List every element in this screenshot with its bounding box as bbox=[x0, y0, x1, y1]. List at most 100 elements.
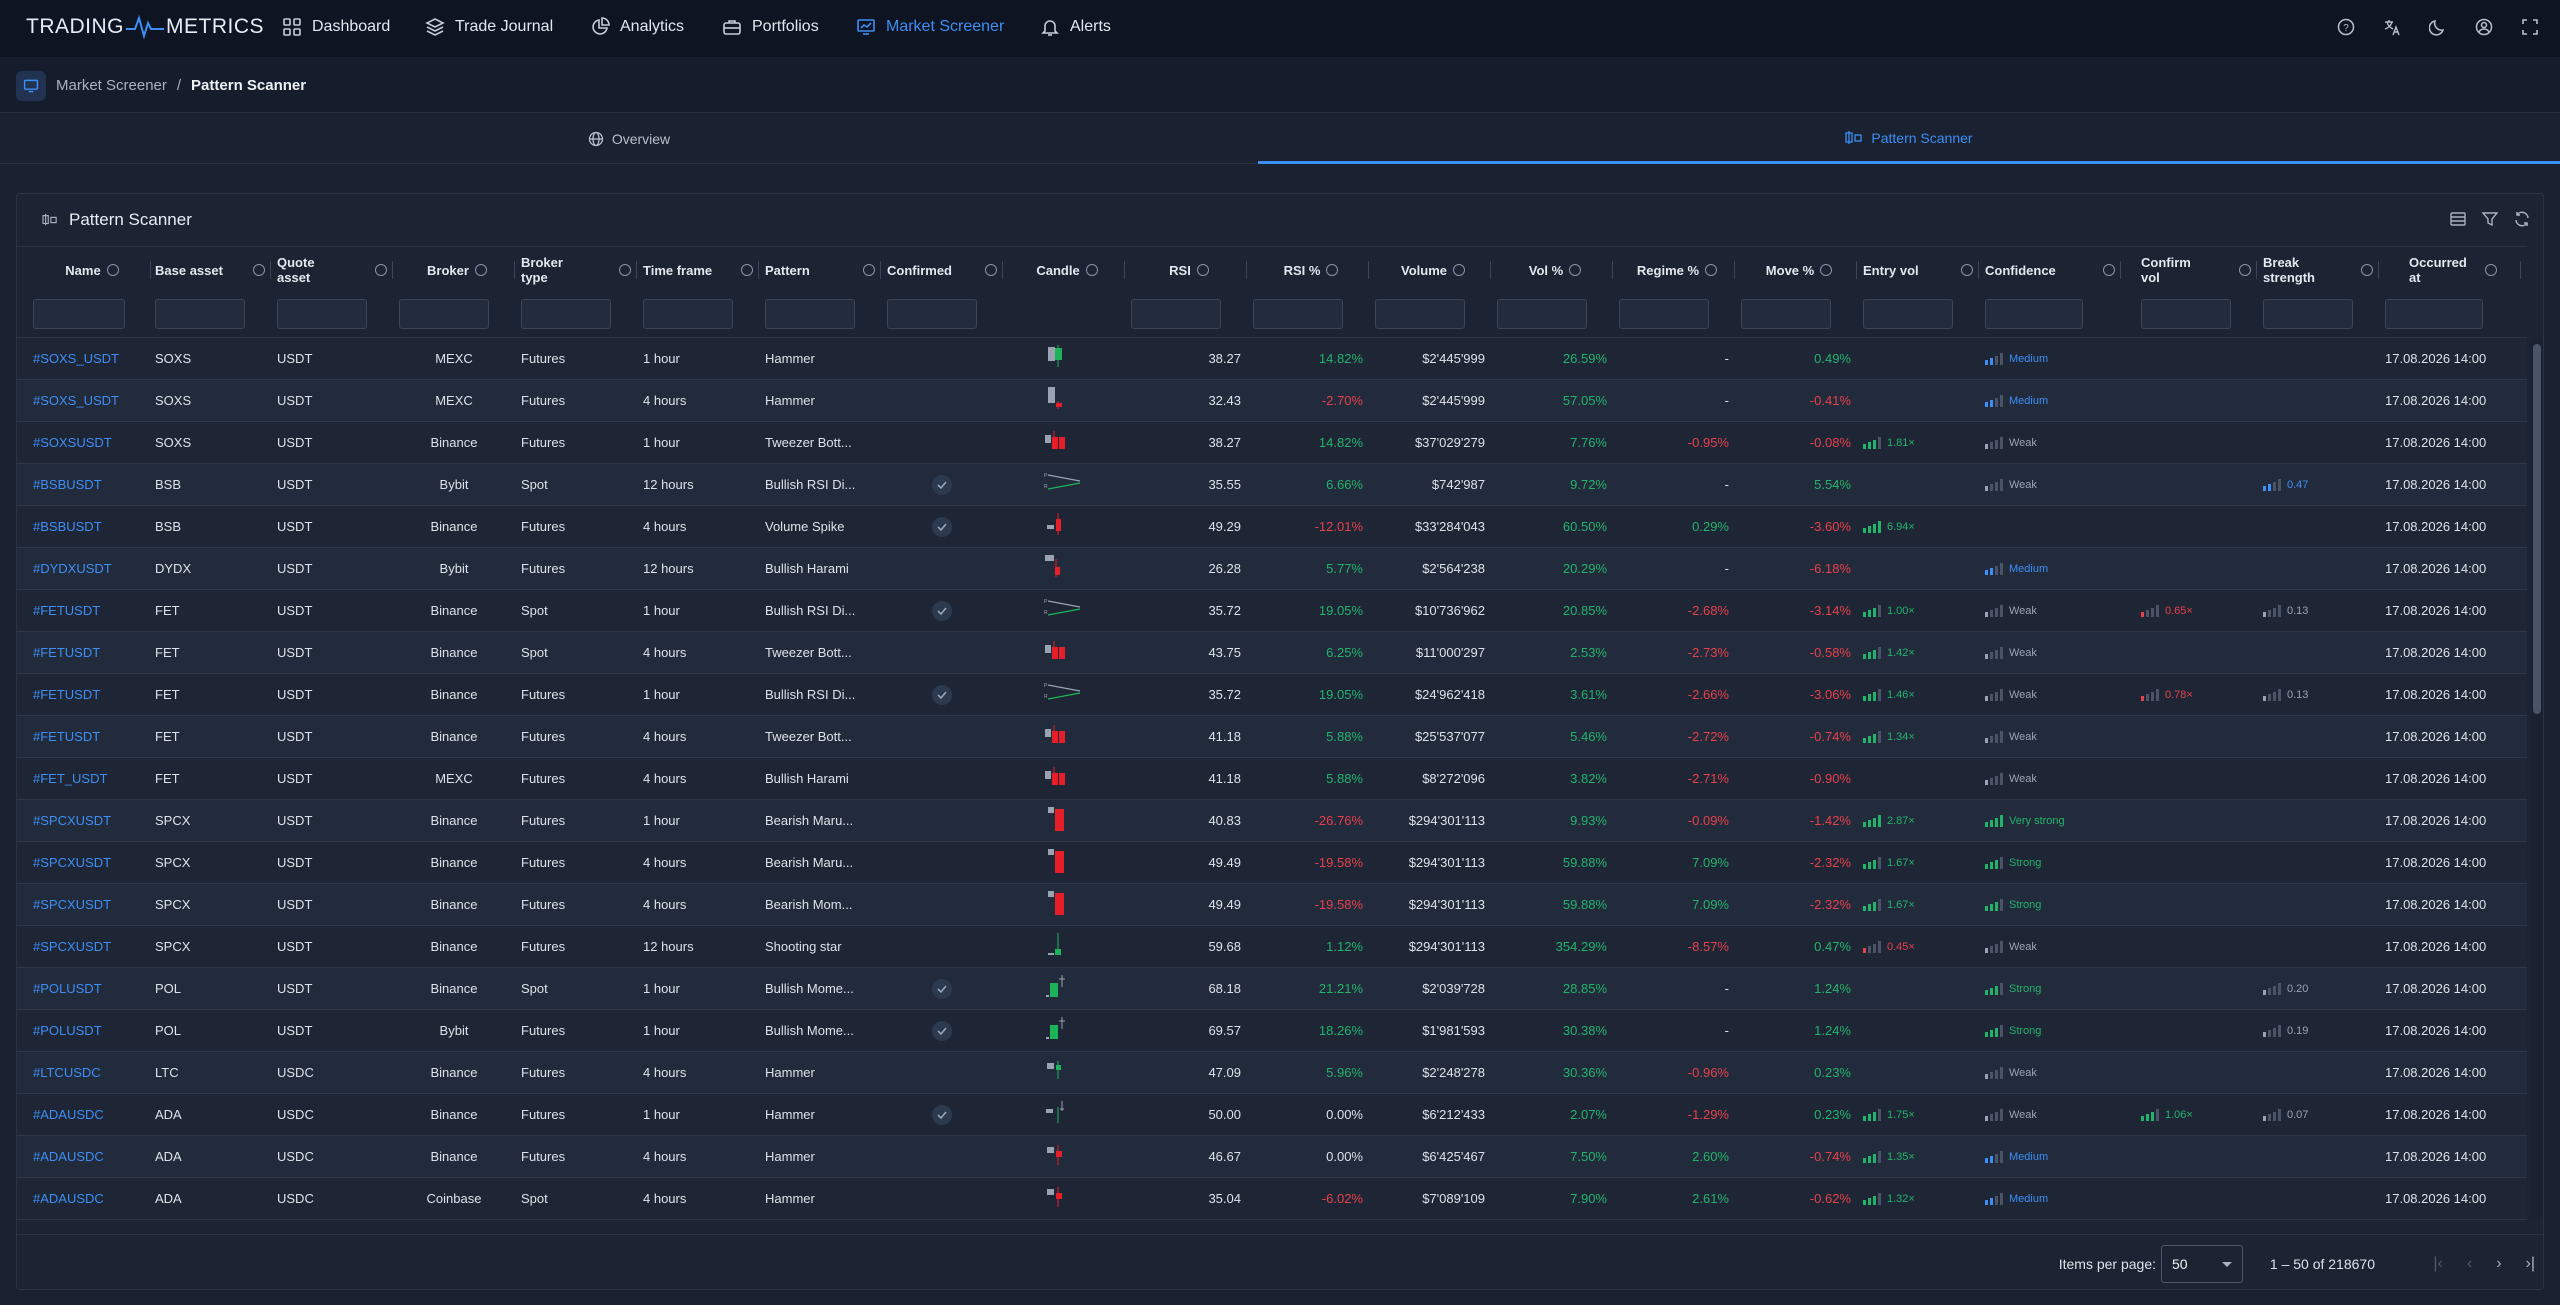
table-row[interactable]: #ADAUSDC ADA USDC Coinbase Spot 4 hours Hammer… bbox=[17, 1178, 2527, 1220]
column-header[interactable]: Entry vol bbox=[1863, 247, 1979, 293]
table-row[interactable]: #ADAUSDC ADA USDC Binance Futures 4 hours Hamm… bbox=[17, 1136, 2527, 1178]
symbol-link[interactable]: #FETUSDT bbox=[33, 729, 101, 744]
column-filter-input[interactable] bbox=[643, 299, 733, 329]
info-icon[interactable] bbox=[2103, 264, 2115, 276]
column-filter-input[interactable] bbox=[1619, 299, 1709, 329]
info-icon[interactable] bbox=[1085, 264, 1098, 276]
column-divider[interactable] bbox=[1978, 261, 1979, 279]
info-icon[interactable] bbox=[1196, 264, 1209, 276]
column-filter-input[interactable] bbox=[1131, 299, 1221, 329]
column-divider[interactable] bbox=[1490, 261, 1491, 279]
symbol-link[interactable]: #FETUSDT bbox=[33, 603, 101, 618]
column-filter-input[interactable] bbox=[2263, 299, 2353, 329]
column-filter-input[interactable] bbox=[399, 299, 489, 329]
table-row[interactable]: #FETUSDT FET USDT Binance Spot 1 hour Bullish … bbox=[17, 590, 2527, 632]
table-row[interactable]: #DYDXUSDT DYDX USDT Bybit Futures 12 hours Bul… bbox=[17, 548, 2527, 590]
column-header[interactable]: Confirmed bbox=[887, 247, 1003, 293]
nav-dashboard[interactable]: Dashboard bbox=[282, 17, 390, 37]
column-divider[interactable] bbox=[758, 261, 759, 279]
column-divider[interactable] bbox=[1002, 261, 1003, 279]
info-icon[interactable] bbox=[1705, 264, 1718, 276]
columns-icon[interactable] bbox=[2449, 210, 2467, 231]
column-filter-input[interactable] bbox=[1985, 299, 2083, 329]
items-per-page-select[interactable]: 50 bbox=[2161, 1245, 2243, 1283]
filter-icon[interactable] bbox=[2481, 210, 2499, 231]
symbol-link[interactable]: #SPCXUSDT bbox=[33, 939, 112, 954]
symbol-link[interactable]: #SPCXUSDT bbox=[33, 897, 112, 912]
refresh-icon[interactable] bbox=[2513, 210, 2531, 231]
info-icon[interactable] bbox=[2239, 264, 2251, 276]
info-icon[interactable] bbox=[106, 264, 119, 276]
column-header[interactable]: Pattern bbox=[765, 247, 881, 293]
next-page-icon[interactable]: › bbox=[2496, 1255, 2502, 1272]
app-logo[interactable]: TRADING METRICS bbox=[26, 14, 264, 40]
help-icon[interactable]: ? bbox=[2336, 17, 2356, 37]
column-filter-input[interactable] bbox=[2141, 299, 2231, 329]
nav-portfolios[interactable]: Portfolios bbox=[722, 17, 819, 37]
symbol-link[interactable]: #FETUSDT bbox=[33, 687, 101, 702]
nav-alerts[interactable]: Alerts bbox=[1040, 17, 1111, 37]
table-row[interactable]: #BSBUSDT BSB USDT Binance Futures 4 hours Volu… bbox=[17, 506, 2527, 548]
symbol-link[interactable]: #POLUSDT bbox=[33, 1023, 102, 1038]
column-header[interactable]: RSI % bbox=[1253, 247, 1369, 293]
table-row[interactable]: #SPCXUSDT SPCX USDT Binance Futures 4 hours Be… bbox=[17, 842, 2527, 884]
column-header[interactable]: Confirm vol bbox=[2141, 247, 2257, 293]
table-row[interactable]: #BSBUSDT BSB USDT Bybit Spot 12 hours Bullish … bbox=[17, 464, 2527, 506]
tab-overview[interactable]: Overview bbox=[0, 114, 1258, 164]
column-divider[interactable] bbox=[636, 261, 637, 279]
column-divider[interactable] bbox=[880, 261, 881, 279]
column-header[interactable]: Name bbox=[33, 247, 151, 293]
table-row[interactable]: #FETUSDT FET USDT Binance Spot 4 hours Tweezer… bbox=[17, 632, 2527, 674]
column-divider[interactable] bbox=[2520, 261, 2521, 279]
column-divider[interactable] bbox=[270, 261, 271, 279]
column-filter-input[interactable] bbox=[1375, 299, 1465, 329]
symbol-link[interactable]: #SOXS_USDT bbox=[33, 351, 119, 366]
nav-analytics[interactable]: Analytics bbox=[590, 17, 684, 37]
column-divider[interactable] bbox=[150, 261, 151, 279]
translate-icon[interactable] bbox=[2382, 17, 2402, 37]
info-icon[interactable] bbox=[1569, 264, 1582, 276]
column-divider[interactable] bbox=[514, 261, 515, 279]
column-header[interactable]: Base asset bbox=[155, 247, 271, 293]
symbol-link[interactable]: #ADAUSDC bbox=[33, 1191, 104, 1206]
column-header[interactable]: Break strength bbox=[2263, 247, 2379, 293]
info-icon[interactable] bbox=[1453, 264, 1465, 276]
table-row[interactable]: #FET_USDT FET USDT MEXC Futures 4 hours Bullis… bbox=[17, 758, 2527, 800]
table-row[interactable]: #ADAUSDC ADA USDC Binance Futures 1 hour Hamme… bbox=[17, 1094, 2527, 1136]
column-filter-input[interactable] bbox=[765, 299, 855, 329]
info-icon[interactable] bbox=[619, 264, 631, 276]
table-row[interactable]: #SPCXUSDT SPCX USDT Binance Futures 4 hours Be… bbox=[17, 884, 2527, 926]
column-divider[interactable] bbox=[1368, 261, 1369, 279]
column-divider[interactable] bbox=[2120, 261, 2121, 279]
column-filter-input[interactable] bbox=[1253, 299, 1343, 329]
column-header[interactable]: Occurred at bbox=[2385, 247, 2521, 293]
column-filter-input[interactable] bbox=[33, 299, 125, 329]
column-filter-input[interactable] bbox=[1497, 299, 1587, 329]
symbol-link[interactable]: #SOXS_USDT bbox=[33, 393, 119, 408]
column-filter-input[interactable] bbox=[1741, 299, 1831, 329]
table-row[interactable]: #SOXSUSDT SOXS USDT Binance Futures 1 hour Twe… bbox=[17, 422, 2527, 464]
column-divider[interactable] bbox=[392, 261, 393, 279]
info-icon[interactable] bbox=[1820, 264, 1833, 276]
symbol-link[interactable]: #ADAUSDC bbox=[33, 1149, 104, 1164]
column-divider[interactable] bbox=[2378, 261, 2379, 279]
info-icon[interactable] bbox=[2361, 264, 2373, 276]
column-filter-input[interactable] bbox=[2385, 299, 2483, 329]
info-icon[interactable] bbox=[863, 264, 875, 276]
column-header[interactable]: Broker type bbox=[521, 247, 637, 293]
column-divider[interactable] bbox=[1734, 261, 1735, 279]
info-icon[interactable] bbox=[741, 264, 753, 276]
info-icon[interactable] bbox=[253, 264, 265, 276]
scrollbar-thumb[interactable] bbox=[2533, 344, 2541, 714]
column-header[interactable]: Candle bbox=[1009, 247, 1125, 293]
column-header[interactable]: Confidence bbox=[1985, 247, 2121, 293]
column-header[interactable]: Time frame bbox=[643, 247, 759, 293]
table-row[interactable]: #SPCXUSDT SPCX USDT Binance Futures 12 hours S… bbox=[17, 926, 2527, 968]
symbol-link[interactable]: #BSBUSDT bbox=[33, 519, 102, 534]
table-row[interactable]: #POLUSDT POL USDT Binance Spot 1 hour Bullish … bbox=[17, 968, 2527, 1010]
column-header[interactable]: Quote asset bbox=[277, 247, 393, 293]
table-row[interactable]: #SOXS_USDT SOXS USDT MEXC Futures 4 hours Hamm… bbox=[17, 380, 2527, 422]
column-divider[interactable] bbox=[1246, 261, 1247, 279]
info-icon[interactable] bbox=[1326, 264, 1339, 276]
table-row[interactable]: #SPCXUSDT SPCX USDT Binance Futures 1 hour Bea… bbox=[17, 800, 2527, 842]
